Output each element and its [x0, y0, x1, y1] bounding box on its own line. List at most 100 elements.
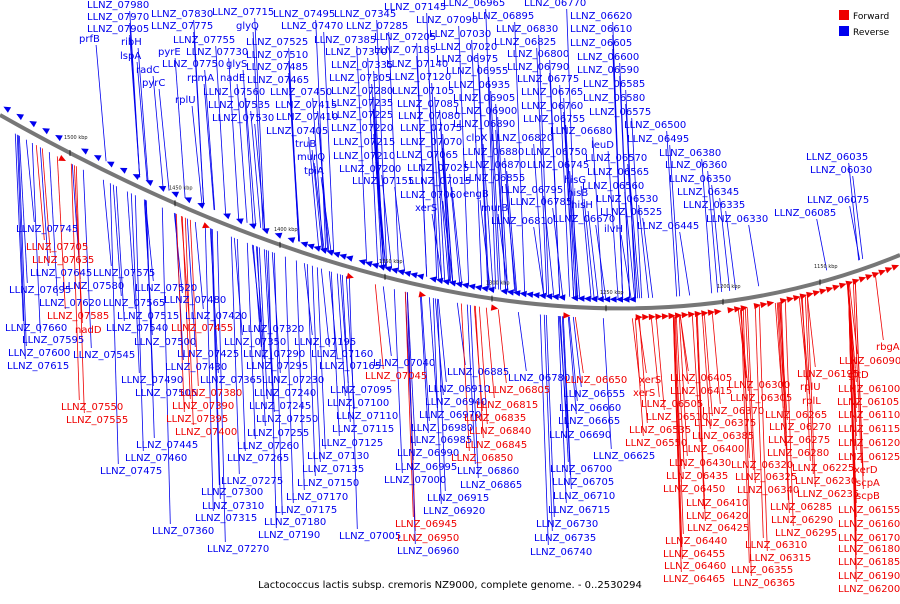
leader-line [748, 224, 760, 287]
leader-line [194, 221, 204, 310]
gene-label: LLNZ_07530 [212, 113, 274, 124]
gene-label: LLNZ_07175 [275, 505, 337, 516]
gene-label: LLNZ_06510 [646, 412, 708, 423]
gene-label: LLNZ_07100 [327, 398, 389, 409]
gene-label: glyQ [236, 21, 259, 32]
leader-line [308, 136, 320, 248]
gene-leader-lines [14, 8, 884, 583]
reverse-gene-arrow [3, 106, 12, 113]
leader-line [567, 316, 577, 415]
reverse-gene-arrow [29, 121, 37, 128]
gene-label: LLNZ_07180 [264, 517, 326, 528]
forward-gene-arrow [642, 313, 650, 321]
leader-line [806, 295, 816, 488]
leader-line [129, 34, 141, 178]
gene-label: LLNZ_06305 [730, 393, 792, 404]
gene-label: LLNZ_07090 [416, 15, 478, 26]
gene-label: LLNZ_06870 [464, 160, 526, 171]
leader-line [348, 277, 358, 530]
gene-label: xerD [854, 465, 878, 476]
reverse-gene-arrow [274, 232, 283, 239]
gene-label: LLNZ_07240 [254, 388, 316, 399]
leader-line [559, 316, 569, 463]
leader-line [242, 69, 254, 226]
gene-label: LLNZ_06030 [810, 165, 872, 176]
leader-line [374, 284, 384, 370]
leader-line [137, 47, 149, 182]
leader-line [655, 317, 665, 411]
leader-line [134, 195, 144, 452]
gene-label: LLNZ_06785 [510, 197, 572, 208]
tick-label: 1150 kbp [814, 264, 838, 270]
gene-label: LLNZ_06765 [521, 87, 583, 98]
leader-line [193, 31, 205, 206]
leader-line [552, 207, 564, 297]
gene-label: LLNZ_06950 [397, 533, 459, 544]
gene-label: LLNZ_06185 [838, 557, 900, 568]
gene-label: LLNZ_06300 [728, 380, 790, 391]
gene-label: xerS [639, 375, 661, 386]
forward-gene-arrow [799, 293, 808, 300]
gene-label: LLNZ_07415 [275, 100, 337, 111]
gene-label: rbgA [876, 342, 900, 353]
gene-label: LLNZ_07660 [5, 323, 67, 334]
gene-label: LLNZ_07115 [332, 424, 394, 435]
leader-line [505, 183, 517, 292]
leader-line [574, 317, 584, 374]
leader-line [533, 143, 545, 295]
leader-line [211, 229, 221, 500]
reverse-gene-arrow [184, 197, 192, 204]
leader-line [382, 286, 392, 357]
reverse-gene-arrow [145, 180, 154, 186]
gene-label: LLNZ_07320 [242, 324, 304, 335]
reverse-gene-arrow [455, 281, 463, 288]
gene-label: LLNZ_06415 [670, 386, 732, 397]
legend-forward-label: Forward [853, 12, 889, 22]
forward-gene-arrow [733, 306, 742, 313]
reverse-gene-arrow [480, 285, 489, 292]
gene-label: LLNZ_07280 [331, 86, 393, 97]
reverse-gene-arrow [358, 259, 367, 266]
gene-label: LLNZ_07400 [175, 427, 237, 438]
gene-label: LLNZ_07300 [201, 487, 263, 498]
leader-line [852, 282, 862, 464]
reverse-gene-arrow [429, 276, 437, 283]
reverse-gene-arrow [622, 296, 630, 303]
gene-label: glyS [226, 59, 247, 70]
gene-label: LLNZ_06965 [443, 0, 505, 9]
gene-label: LLNZ_07110 [336, 411, 398, 422]
leader-line [73, 165, 83, 324]
leader-line [109, 183, 119, 465]
gene-label: LLNZ_06830 [496, 24, 558, 35]
leader-line [497, 309, 507, 384]
gene-label: LLNZ_07460 [125, 453, 187, 464]
gene-label: LLNZ_07060 [400, 190, 462, 201]
leader-line [215, 45, 227, 215]
gene-label: LLNZ_07075 [400, 123, 462, 134]
forward-gene-arrow [792, 295, 801, 302]
gene-label: LLNZ_06265 [765, 410, 827, 421]
gene-label: LLNZ_06560 [582, 181, 644, 192]
gene-label: LLNZ_06295 [775, 528, 837, 539]
leader-line [506, 170, 518, 292]
gene-label: LLNZ_06880 [462, 147, 524, 158]
gene-label: LLNZ_07485 [246, 62, 308, 73]
gene-label: LLNZ_06225 [792, 463, 854, 474]
leader-line [273, 252, 283, 516]
gene-label: LLNZ_07510 [246, 50, 308, 61]
gene-label: LLNZ_06405 [670, 373, 732, 384]
leader-line [566, 8, 578, 298]
leader-line [394, 186, 406, 272]
leader-line [95, 44, 107, 162]
gene-label: hisB [567, 188, 588, 199]
gene-label: LLNZ_06940 [425, 397, 487, 408]
leader-line [186, 218, 196, 348]
gene-label: LLNZ_06755 [523, 114, 585, 125]
gene-label: LLNZ_07425 [177, 349, 239, 360]
reverse-gene-arrow [487, 286, 495, 293]
gene-label: LLNZ_07405 [266, 126, 328, 137]
leader-line [725, 210, 737, 291]
gene-label: LLNZ_06505 [641, 399, 703, 410]
leader-line [580, 185, 592, 298]
reverse-gene-arrow [236, 218, 244, 225]
